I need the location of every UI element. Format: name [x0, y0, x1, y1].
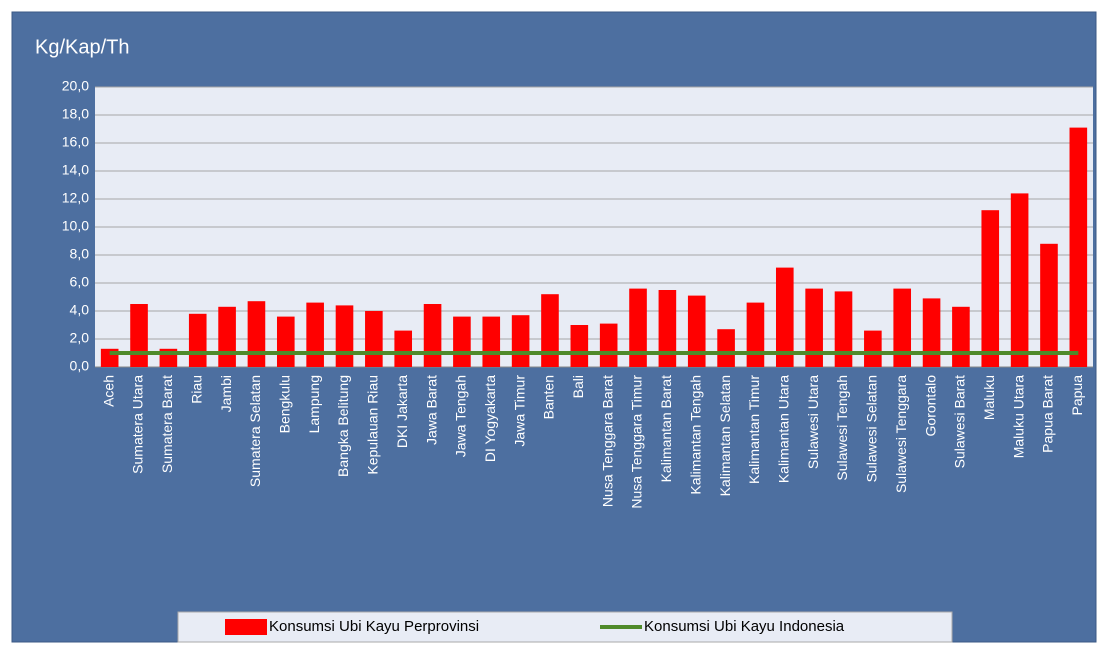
x-tick-label: Kalimantan Barat: [658, 375, 674, 483]
bar: [365, 311, 383, 367]
y-tick-label: 16,0: [62, 134, 89, 150]
x-tick-label: Maluku: [981, 375, 997, 420]
x-tick-label: Sulawesi Barat: [952, 375, 968, 468]
bar: [218, 306, 236, 367]
x-tick-label: Bali: [570, 375, 586, 398]
bar: [423, 304, 442, 367]
x-tick-label: Sumatera Selatan: [247, 375, 263, 487]
y-tick-label: 18,0: [62, 106, 89, 122]
bar: [1010, 193, 1029, 367]
x-tick-label: Kalimantan Tengah: [687, 375, 703, 495]
bar: [541, 294, 559, 367]
x-tick-label: Lampung: [306, 375, 322, 433]
bar: [394, 330, 413, 367]
x-tick-label: Sulawesi Tenggara: [893, 375, 909, 493]
x-tick-label: Nusa Tenggara Barat: [599, 375, 615, 507]
x-tick-label: Aceh: [100, 375, 116, 407]
x-tick-label: Jambi: [218, 375, 234, 412]
x-tick-label: Sulawesi Tengah: [834, 375, 850, 481]
x-tick-label: Jawa Timur: [511, 375, 527, 447]
x-tick-label: Sumatera Barat: [159, 375, 175, 473]
x-tick-label: Sulawesi Selatan: [864, 375, 880, 482]
y-tick-label: 2,0: [70, 330, 90, 346]
bar: [188, 313, 207, 367]
bar: [482, 316, 501, 367]
x-tick-label: Papua: [1069, 375, 1085, 416]
y-axis-label: Kg/Kap/Th: [35, 36, 130, 58]
bar: [570, 325, 589, 367]
bar: [717, 329, 735, 367]
bar: [335, 305, 354, 367]
bar: [453, 316, 471, 367]
legend-text: Konsumsi Ubi Kayu Perprovinsi: [269, 618, 479, 635]
bar: [629, 288, 647, 367]
bar: [1069, 127, 1088, 367]
y-tick-label: 6,0: [70, 274, 90, 290]
bar: [658, 290, 677, 367]
bar: [306, 302, 324, 367]
x-tick-label: Riau: [188, 375, 204, 404]
y-tick-label: 8,0: [70, 246, 90, 262]
x-tick-label: Maluku Utara: [1010, 375, 1026, 458]
x-tick-label: Kalimantan Utara: [775, 375, 791, 483]
y-tick-label: 10,0: [62, 218, 89, 234]
bar: [893, 288, 912, 367]
x-tick-label: Sumatera Utara: [130, 375, 146, 474]
bar: [981, 210, 1000, 367]
y-tick-label: 12,0: [62, 190, 89, 206]
bar: [952, 306, 970, 367]
x-tick-label: Sulawesi Utara: [805, 375, 821, 469]
x-tick-label: DI Yogyakarta: [482, 375, 498, 462]
x-tick-label: Kepulauan Riau: [365, 375, 381, 475]
bar: [511, 315, 530, 367]
y-tick-label: 0,0: [70, 358, 90, 374]
bar: [864, 330, 882, 367]
bar: [599, 323, 618, 367]
bar: [775, 267, 794, 367]
x-tick-label: Kalimantan Timur: [746, 375, 762, 484]
x-tick-label: Bangka Belitung: [335, 375, 351, 477]
bar: [922, 298, 941, 367]
x-tick-label: Papua Barat: [1040, 375, 1056, 453]
x-tick-label: Banten: [541, 375, 557, 419]
bar: [1040, 243, 1058, 367]
bar: [805, 288, 823, 367]
legend-swatch: [225, 619, 267, 635]
x-tick-label: Jawa Tengah: [453, 375, 469, 457]
y-tick-label: 20,0: [62, 78, 89, 94]
bar: [247, 301, 266, 367]
y-tick-label: 14,0: [62, 162, 89, 178]
bar: [834, 291, 853, 367]
y-tick-label: 4,0: [70, 302, 90, 318]
x-tick-label: Nusa Tenggara Timur: [629, 375, 645, 509]
bar: [276, 316, 295, 367]
x-tick-label: Kalimantan Selatan: [717, 375, 733, 496]
legend-box: [177, 611, 953, 643]
x-tick-label: Bengkulu: [276, 375, 292, 433]
bar: [687, 295, 706, 367]
bar: [746, 302, 765, 367]
bar: [130, 304, 148, 367]
x-tick-label: Jawa Barat: [423, 375, 439, 445]
x-tick-label: DKI Jakarta: [394, 375, 410, 448]
x-tick-label: Gorontalo: [922, 375, 938, 437]
legend-text: Konsumsi Ubi Kayu Indonesia: [644, 618, 845, 635]
